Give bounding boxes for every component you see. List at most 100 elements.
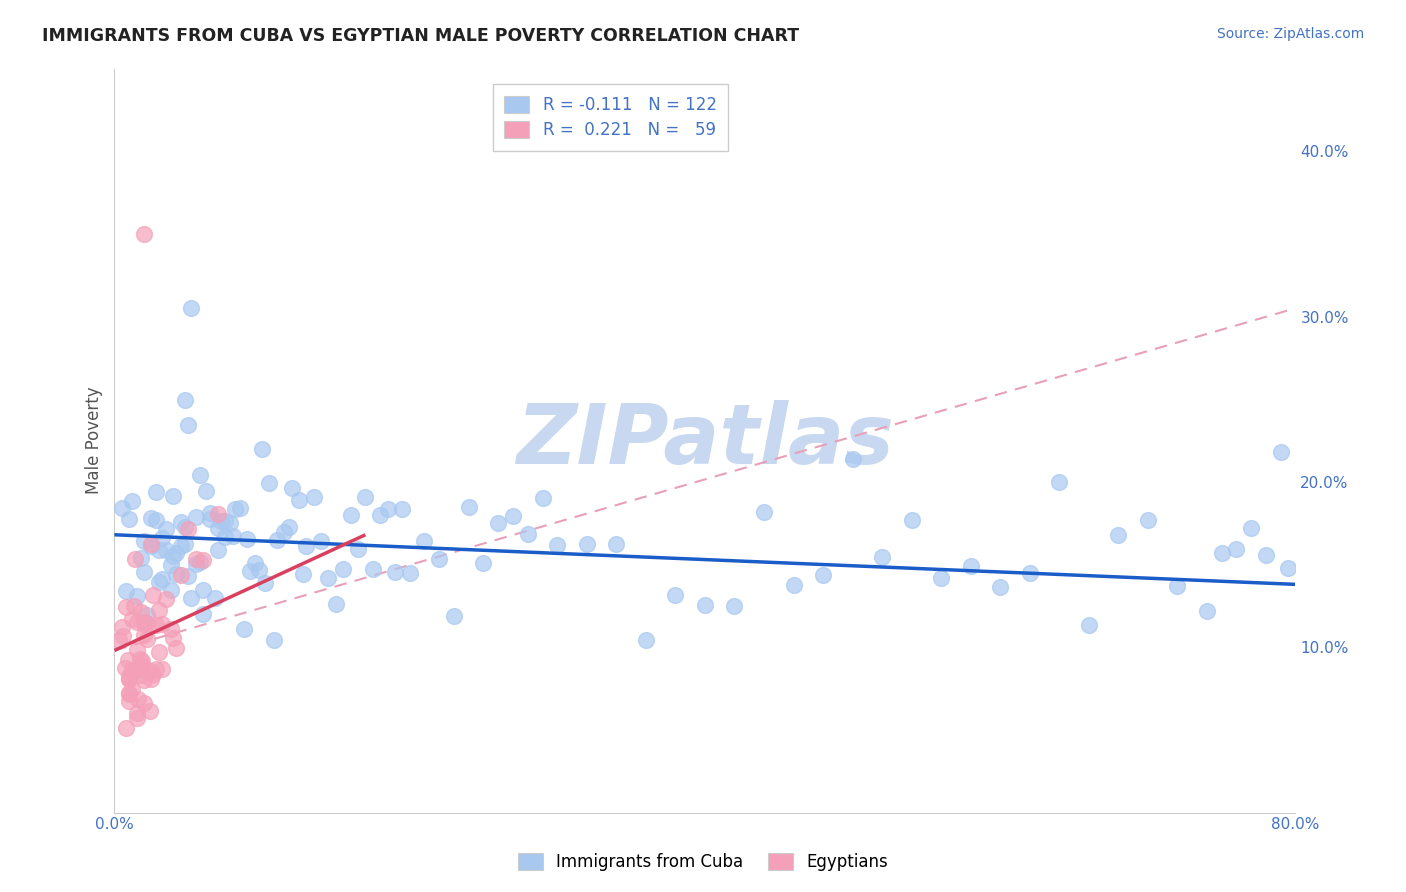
Point <box>177 418 200 433</box>
Point <box>125 589 148 603</box>
Point <box>150 616 173 631</box>
Point <box>959 559 981 574</box>
Point <box>1166 579 1188 593</box>
Point <box>141 673 163 687</box>
Y-axis label: Male Poverty: Male Poverty <box>86 387 103 494</box>
Point <box>177 522 200 536</box>
Point <box>118 673 141 687</box>
Point <box>155 592 177 607</box>
Point <box>1107 527 1129 541</box>
Point <box>1195 604 1218 618</box>
Point <box>132 696 155 710</box>
Point <box>177 569 200 583</box>
Point <box>139 664 162 678</box>
Point <box>145 617 167 632</box>
Point <box>1077 618 1099 632</box>
Point <box>118 687 141 701</box>
Point <box>131 654 153 668</box>
Point <box>266 533 288 547</box>
Point <box>115 600 138 615</box>
Point <box>155 522 177 536</box>
Point <box>159 558 181 573</box>
Point <box>184 510 207 524</box>
Point <box>162 549 184 563</box>
Point <box>148 542 170 557</box>
Point <box>121 494 143 508</box>
Point <box>132 627 155 641</box>
Point <box>121 663 143 677</box>
Point <box>1136 513 1159 527</box>
Point <box>605 537 627 551</box>
Point <box>1240 521 1263 535</box>
Point <box>929 571 952 585</box>
Point <box>988 580 1011 594</box>
Point <box>118 512 141 526</box>
Point <box>332 562 354 576</box>
Point <box>295 539 318 553</box>
Point <box>900 513 922 527</box>
Point <box>472 556 495 570</box>
Point <box>135 615 157 630</box>
Point <box>132 227 155 241</box>
Point <box>145 513 167 527</box>
Point <box>224 501 246 516</box>
Point <box>384 565 406 579</box>
Point <box>129 605 152 619</box>
Point <box>184 552 207 566</box>
Point <box>132 617 155 632</box>
Point <box>142 588 165 602</box>
Point <box>122 599 145 613</box>
Point <box>170 540 193 554</box>
Point <box>1270 445 1292 459</box>
Point <box>115 584 138 599</box>
Point <box>145 662 167 676</box>
Point <box>427 551 450 566</box>
Point <box>118 669 141 683</box>
Point <box>129 668 152 682</box>
Point <box>127 692 149 706</box>
Point <box>1254 548 1277 562</box>
Point <box>129 661 152 675</box>
Point <box>128 652 150 666</box>
Point <box>135 608 157 623</box>
Text: Source: ZipAtlas.com: Source: ZipAtlas.com <box>1216 27 1364 41</box>
Legend: R = -0.111   N = 122, R =  0.221   N =   59: R = -0.111 N = 122, R = 0.221 N = 59 <box>492 84 728 151</box>
Point <box>114 661 136 675</box>
Point <box>218 516 240 530</box>
Point <box>170 568 193 582</box>
Point <box>309 533 332 548</box>
Point <box>263 632 285 647</box>
Point <box>150 662 173 676</box>
Point <box>148 602 170 616</box>
Point <box>325 597 347 611</box>
Point <box>221 529 243 543</box>
Point <box>259 476 281 491</box>
Point <box>204 591 226 605</box>
Point <box>112 629 135 643</box>
Point <box>188 555 211 569</box>
Point <box>191 607 214 621</box>
Point <box>162 631 184 645</box>
Point <box>1211 546 1233 560</box>
Point <box>125 615 148 629</box>
Point <box>194 483 217 498</box>
Point <box>664 588 686 602</box>
Point <box>165 546 187 560</box>
Point <box>546 538 568 552</box>
Point <box>127 662 149 676</box>
Point <box>124 552 146 566</box>
Point <box>339 508 361 522</box>
Point <box>247 563 270 577</box>
Point <box>141 510 163 524</box>
Point <box>1225 542 1247 557</box>
Point <box>280 481 302 495</box>
Point <box>162 489 184 503</box>
Point <box>135 632 157 646</box>
Point <box>209 514 232 528</box>
Point <box>693 599 716 613</box>
Point <box>121 612 143 626</box>
Point <box>354 490 377 504</box>
Point <box>239 565 262 579</box>
Point <box>125 643 148 657</box>
Point <box>443 608 465 623</box>
